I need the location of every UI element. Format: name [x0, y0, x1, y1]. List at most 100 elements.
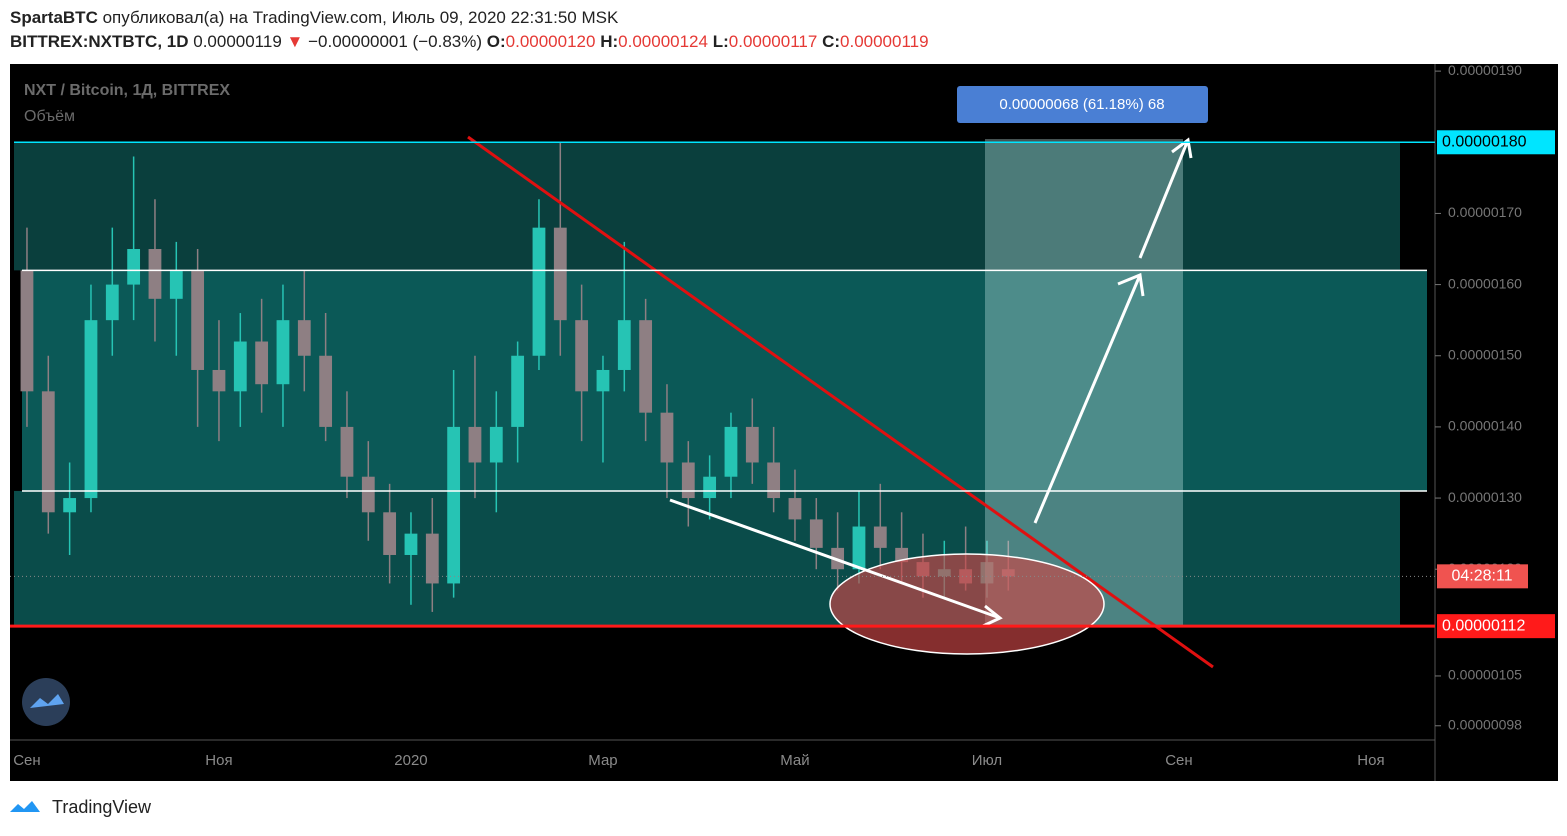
candle-body [276, 320, 290, 385]
y-tick-label: 0.00000150 [1448, 346, 1522, 362]
candle-body [233, 341, 247, 392]
arrow-head [982, 604, 1003, 628]
publish-line: SpartaBTC опубликовал(а) на TradingView.… [10, 6, 929, 30]
x-tick-label: Июл [972, 752, 1002, 769]
header: SpartaBTC опубликовал(а) на TradingView.… [10, 6, 929, 54]
ohlc-key: O: [486, 32, 506, 51]
candle-body [41, 391, 55, 513]
y-tick-label: 0.00000098 [1448, 716, 1522, 732]
symbol: BITTREX:NXTBTC, 1D [10, 32, 189, 51]
y-tick-label: 0.00000130 [1448, 489, 1522, 505]
candle-body [361, 476, 375, 513]
ohlc-value: 0.00000119 [840, 32, 929, 51]
arrow-head [1171, 137, 1193, 159]
x-tick-label: 2020 [394, 752, 427, 769]
zone [14, 490, 1400, 627]
ohlc-value: 0.00000117 [728, 32, 818, 51]
price-label: 0.00000112 [1442, 617, 1525, 634]
zone [22, 270, 1427, 491]
projection-box [985, 139, 1183, 627]
price-label: 0.00000180 [1442, 133, 1527, 150]
candle-body [852, 526, 866, 570]
x-tick-label: Сен [1165, 752, 1192, 769]
candle-body [468, 426, 482, 463]
ohlc-key: C: [822, 32, 841, 51]
chart-subtitle: Объём [24, 108, 75, 125]
candle-body [105, 284, 119, 321]
price-labels: 0.00000180 0.00000112 04:28:11 [10, 130, 1555, 639]
arrows [669, 137, 1193, 628]
x-tick-label: Мар [588, 752, 617, 769]
x-tick-label: Сен [13, 752, 40, 769]
candle-body [703, 476, 717, 499]
quote-line: BITTREX:NXTBTC, 1D 0.00000119 ▼ −0.00000… [10, 30, 929, 54]
author: SpartaBTC [10, 8, 98, 27]
candle-body [127, 249, 141, 285]
candle-body [681, 462, 695, 499]
candle-body [148, 249, 162, 299]
candle-body [809, 519, 823, 548]
footer: TradingView [52, 797, 152, 817]
measure-label: 0.00000068 (61.18%) 68 [999, 96, 1164, 113]
logo-mark [30, 694, 64, 708]
arrow-line [1033, 274, 1142, 524]
countdown-bg [1437, 564, 1528, 589]
candle-body [20, 270, 34, 392]
x-tick-label: Май [780, 752, 809, 769]
y-tick-label: 0.00000170 [1448, 204, 1522, 220]
candle-body [596, 369, 610, 392]
logo-circle [22, 678, 70, 726]
y-tick-label: 0.00000160 [1448, 275, 1522, 291]
x-tick-label: Ноя [1357, 752, 1384, 769]
candle-body [873, 526, 887, 548]
zone [14, 142, 1400, 271]
candles [20, 142, 1015, 612]
candle-body [767, 462, 781, 499]
candle-body [255, 341, 269, 385]
logo [22, 678, 70, 726]
ohlc-key: H: [600, 32, 619, 51]
y-tick-label: 0.00000190 [1448, 62, 1522, 78]
candle-body [511, 355, 525, 427]
candle-body [553, 227, 567, 321]
price-label-bg [1437, 614, 1555, 639]
candle-body [404, 533, 418, 555]
candle-body [425, 533, 439, 584]
chart-title: NXT / Bitcoin, 1Д, BITTREX [24, 82, 230, 99]
candle-body [169, 270, 183, 299]
candle-body [297, 320, 311, 356]
footer-logo [10, 801, 40, 812]
candle-body [212, 369, 226, 392]
candle-body [724, 426, 738, 477]
candle-body [63, 498, 77, 513]
change: −0.00000001 (−0.83%) [308, 32, 483, 51]
measure-box [957, 86, 1208, 123]
ellipse [829, 553, 1105, 655]
candle-body [84, 320, 98, 499]
candle-body [532, 227, 546, 356]
candle-body [447, 426, 461, 584]
candle-body [383, 512, 397, 555]
candle-body [340, 426, 354, 477]
trend-line [467, 135, 1214, 669]
candle-body [788, 498, 802, 520]
candle-body [575, 320, 589, 392]
candle-body [319, 355, 333, 427]
y-tick-label: 0.00000140 [1448, 418, 1522, 434]
arrow: ▼ [286, 32, 304, 51]
candle-body [639, 320, 653, 413]
x-tick-label: Ноя [205, 752, 232, 769]
price-label-bg [1437, 130, 1555, 155]
ohlc-value: 0.00000124 [618, 32, 708, 51]
ohlc-value: 0.00000120 [505, 32, 596, 51]
arrow-line [669, 498, 1001, 620]
candle-body [745, 426, 759, 463]
candle-body [489, 426, 503, 463]
candle-body [660, 412, 674, 463]
candle-body [617, 320, 631, 370]
last: 0.00000119 [193, 32, 282, 51]
published: опубликовал(а) на TradingView.com, Июль … [102, 8, 619, 27]
arrow-line [1138, 139, 1190, 259]
